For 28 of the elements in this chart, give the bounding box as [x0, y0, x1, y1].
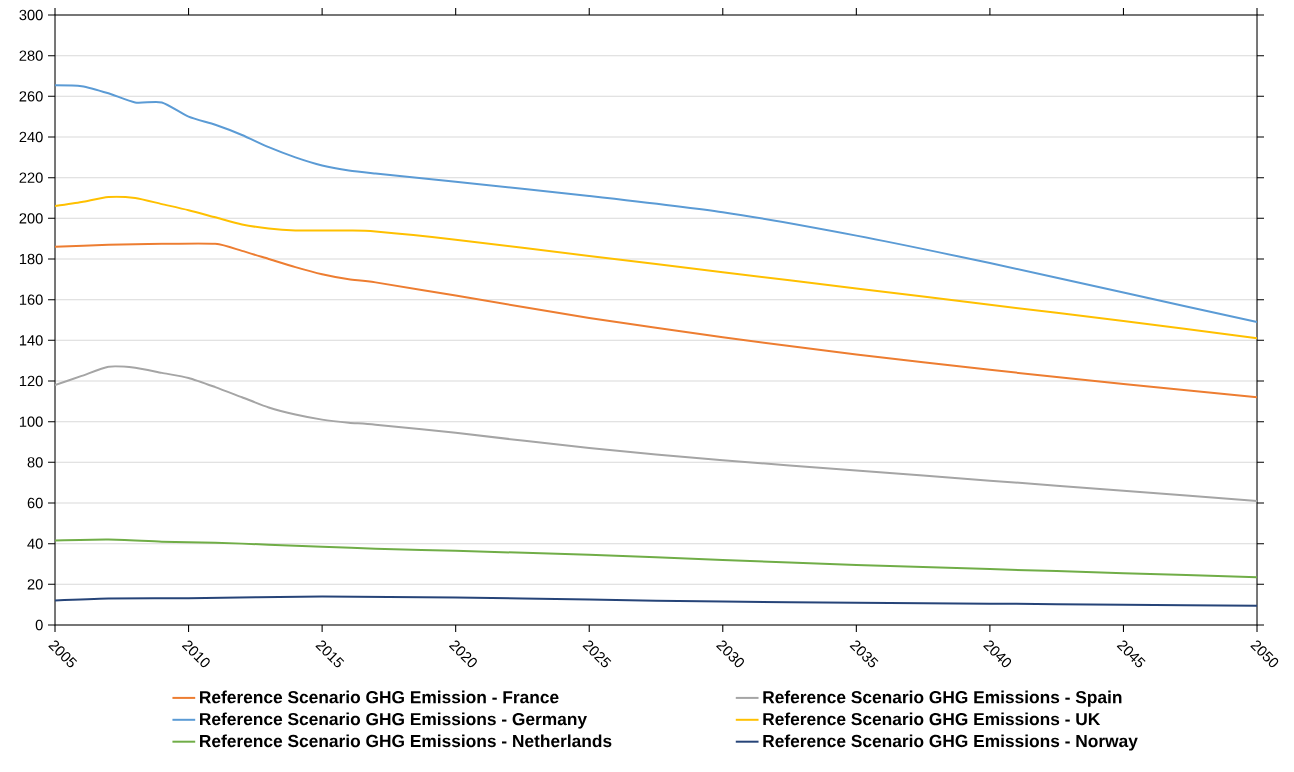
- line-series: [55, 595, 1258, 607]
- line-series: [55, 84, 1258, 324]
- y-tick-label: 20: [27, 579, 43, 590]
- legend-label: Reference Scenario GHG Emissions - UK: [763, 712, 1101, 726]
- line-series: [55, 195, 1258, 340]
- y-tick-label: 0: [35, 619, 43, 631]
- y-tick-label: 280: [19, 50, 43, 61]
- line-series: [55, 538, 1258, 579]
- y-tick-label: 60: [27, 497, 43, 509]
- line-series: [55, 365, 1258, 502]
- y-tick-label: 40: [27, 538, 43, 549]
- y-tick-label: 160: [19, 294, 43, 305]
- y-tick-label: 260: [19, 91, 43, 102]
- y-tick-label: 80: [27, 457, 43, 468]
- y-tick-label: 100: [19, 416, 43, 427]
- y-tick-label: 220: [19, 172, 43, 183]
- legend-label: Reference Scenario GHG Emissions - Germany: [200, 712, 587, 729]
- legend-label: Reference Scenario GHG Emissions - Spain: [763, 690, 1122, 707]
- legend-label: Reference Scenario GHG Emission - France: [200, 690, 559, 704]
- y-tick-label: 140: [19, 335, 43, 346]
- y-tick-label: 180: [19, 253, 43, 265]
- legend-label: Reference Scenario GHG Emissions - Norway: [763, 734, 1138, 751]
- legend-label: Reference Scenario GHG Emissions - Netherlands: [200, 734, 612, 748]
- y-tick-label: 300: [19, 9, 43, 21]
- y-tick-label: 120: [19, 375, 43, 387]
- y-tick-label: 200: [19, 213, 43, 224]
- y-tick-label: 240: [19, 131, 43, 143]
- line-series: [55, 242, 1258, 399]
